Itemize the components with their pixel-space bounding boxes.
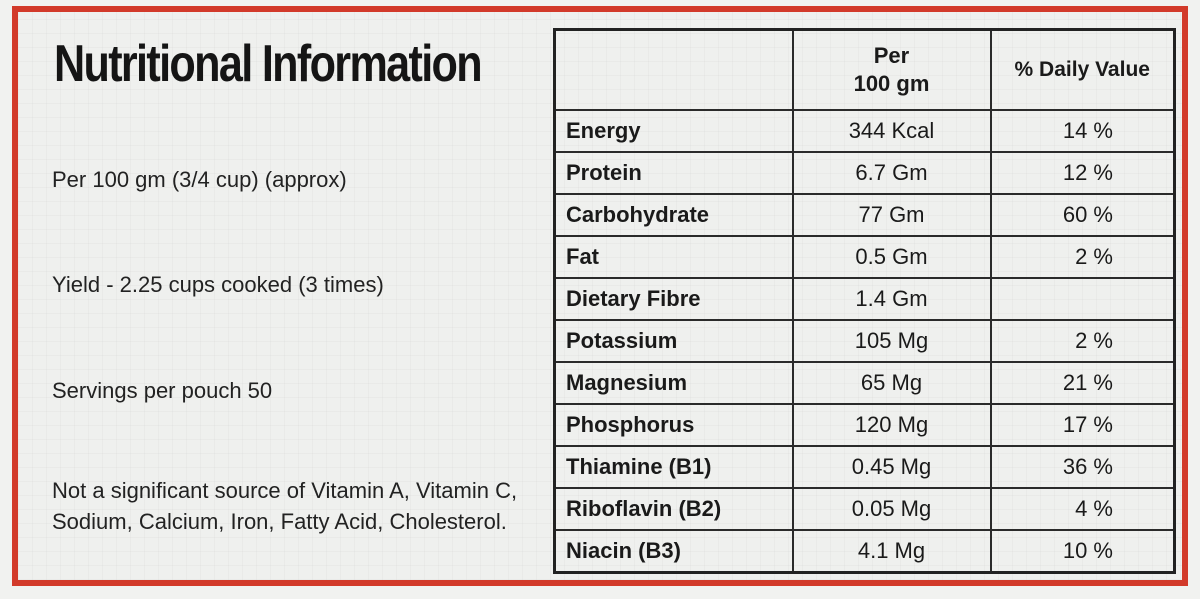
- nutrient-daily-value: 10 %: [989, 529, 1176, 574]
- table-header-row: Per 100 gm % Daily Value: [553, 28, 1176, 111]
- nutrient-amount: 0.5 Gm: [791, 235, 992, 279]
- nutrient-daily-value: 12 %: [989, 151, 1176, 195]
- header-daily-value: % Daily Value: [989, 28, 1176, 111]
- nutrient-daily-value: 14 %: [989, 109, 1176, 153]
- nutrient-name: Dietary Fibre: [553, 277, 794, 321]
- nutrient-amount: 105 Mg: [791, 319, 992, 363]
- nutrient-name: Phosphorus: [553, 403, 794, 447]
- nutrition-table: Per 100 gm % Daily Value Energy 344 Kcal 1…: [553, 28, 1176, 574]
- nutrient-daily-value: 17 %: [989, 403, 1176, 447]
- nutrient-daily-value: 21 %: [989, 361, 1176, 405]
- nutrient-daily-value: 4 %: [989, 487, 1176, 531]
- not-significant-source-text: Not a significant source of Vitamin A, V…: [52, 478, 518, 534]
- serving-size-text: Per 100 gm (3/4 cup) (approx): [52, 167, 347, 192]
- table-row: Dietary Fibre 1.4 Gm: [553, 277, 1176, 321]
- servings-per-pouch-text: Servings per pouch 50: [52, 378, 273, 403]
- nutrient-name: Thiamine (B1): [553, 445, 794, 489]
- page-title: Nutritional Information: [54, 35, 483, 93]
- header-nutrient: [553, 28, 794, 111]
- nutrient-daily-value: 2 %: [989, 235, 1176, 279]
- nutrient-name: Energy: [553, 109, 794, 153]
- nutrient-name: Potassium: [553, 319, 794, 363]
- nutrient-daily-value: 60 %: [989, 193, 1176, 237]
- nutrient-name: Riboflavin (B2): [553, 487, 794, 531]
- nutrient-amount: 4.1 Mg: [791, 529, 992, 574]
- nutrient-amount: 1.4 Gm: [791, 277, 992, 321]
- nutrient-name: Carbohydrate: [553, 193, 794, 237]
- table-row: Energy 344 Kcal 14 %: [553, 109, 1176, 153]
- header-per-line2: 100 gm: [853, 71, 930, 96]
- table-row: Niacin (B3) 4.1 Mg 10 %: [553, 529, 1176, 574]
- table-row: Potassium 105 Mg 2 %: [553, 319, 1176, 363]
- nutrient-amount: 0.45 Mg: [791, 445, 992, 489]
- nutrient-amount: 65 Mg: [791, 361, 992, 405]
- table-row: Thiamine (B1) 0.45 Mg 36 %: [553, 445, 1176, 489]
- nutrient-amount: 6.7 Gm: [791, 151, 992, 195]
- nutrient-name: Magnesium: [553, 361, 794, 405]
- table-row: Magnesium 65 Mg 21 %: [553, 361, 1176, 405]
- yield-text: Yield - 2.25 cups cooked (3 times): [52, 272, 384, 297]
- nutrient-daily-value: [989, 277, 1176, 321]
- nutrient-amount: 344 Kcal: [791, 109, 992, 153]
- table-row: Protein 6.7 Gm 12 %: [553, 151, 1176, 195]
- nutrient-daily-value: 36 %: [989, 445, 1176, 489]
- nutrient-daily-value: 2 %: [989, 319, 1176, 363]
- header-per-100gm: Per 100 gm: [791, 28, 992, 111]
- nutrient-amount: 0.05 Mg: [791, 487, 992, 531]
- table-row: Carbohydrate 77 Gm 60 %: [553, 193, 1176, 237]
- table-row: Phosphorus 120 Mg 17 %: [553, 403, 1176, 447]
- nutrient-amount: 120 Mg: [791, 403, 992, 447]
- nutrient-amount: 77 Gm: [791, 193, 992, 237]
- nutrient-name: Niacin (B3): [553, 529, 794, 574]
- table-row: Riboflavin (B2) 0.05 Mg 4 %: [553, 487, 1176, 531]
- nutrient-name: Protein: [553, 151, 794, 195]
- table-row: Fat 0.5 Gm 2 %: [553, 235, 1176, 279]
- nutrient-name: Fat: [553, 235, 794, 279]
- header-per-line1: Per: [873, 43, 910, 68]
